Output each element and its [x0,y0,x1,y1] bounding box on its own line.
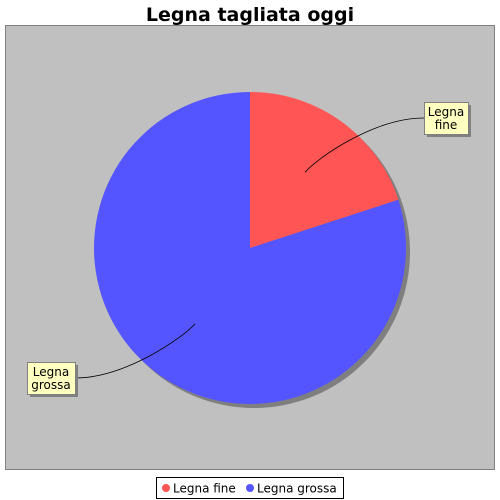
legend-swatch [246,484,254,492]
label-leader-line [304,117,425,173]
pie-slice-legna-grossa [93,92,407,404]
label-leader-line [74,323,196,379]
legend-swatch [162,484,170,492]
legend-label: Legna grossa [257,482,337,496]
slice-label-text: fine [435,118,458,132]
pie-slices [93,92,407,404]
pie-slice-legna-fine [250,92,399,248]
label-box [424,102,469,135]
legend: Legna fine Legna grossa [156,477,344,499]
legend-item-legna-fine: Legna fine [162,482,236,496]
label-box [27,362,76,395]
slice-label-text: Legna [33,365,69,379]
slice-label-text: Legna [428,105,464,119]
legend-label: Legna fine [173,482,236,496]
slice-label-text: grossa [31,378,71,392]
chart-title: Legna tagliata oggi [146,4,354,26]
legend-item-legna-grossa: Legna grossa [246,482,337,496]
